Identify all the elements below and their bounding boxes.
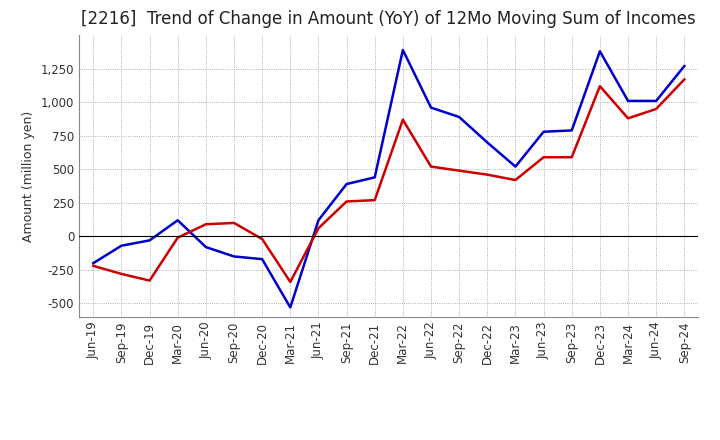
Ordinary Income [511,164,520,169]
Net Income [89,263,98,268]
Net Income [567,154,576,160]
Net Income [286,279,294,285]
Ordinary Income [399,48,408,53]
Net Income [230,220,238,226]
Net Income [370,198,379,203]
Ordinary Income [89,260,98,266]
Y-axis label: Amount (million yen): Amount (million yen) [22,110,35,242]
Net Income [652,106,660,112]
Net Income [202,222,210,227]
Net Income [258,236,266,242]
Ordinary Income [314,218,323,223]
Ordinary Income [342,181,351,187]
Ordinary Income [258,257,266,262]
Ordinary Income [230,254,238,259]
Net Income [455,168,464,173]
Ordinary Income [483,140,492,145]
Ordinary Income [567,128,576,133]
Net Income [511,177,520,183]
Ordinary Income [202,245,210,250]
Line: Net Income: Net Income [94,80,684,282]
Ordinary Income [455,114,464,120]
Ordinary Income [595,49,604,54]
Ordinary Income [427,105,436,110]
Net Income [427,164,436,169]
Ordinary Income [145,238,154,243]
Ordinary Income [174,218,182,223]
Net Income [117,271,126,276]
Net Income [595,84,604,89]
Title: [2216]  Trend of Change in Amount (YoY) of 12Mo Moving Sum of Incomes: [2216] Trend of Change in Amount (YoY) o… [81,10,696,28]
Net Income [539,154,548,160]
Net Income [314,226,323,231]
Net Income [624,116,632,121]
Ordinary Income [539,129,548,134]
Ordinary Income [652,98,660,103]
Net Income [145,278,154,283]
Line: Ordinary Income: Ordinary Income [94,50,684,308]
Ordinary Income [286,305,294,310]
Net Income [174,235,182,240]
Net Income [680,77,688,82]
Net Income [483,172,492,177]
Net Income [342,199,351,204]
Ordinary Income [624,98,632,103]
Ordinary Income [117,243,126,248]
Ordinary Income [370,175,379,180]
Ordinary Income [680,63,688,69]
Net Income [399,117,408,122]
